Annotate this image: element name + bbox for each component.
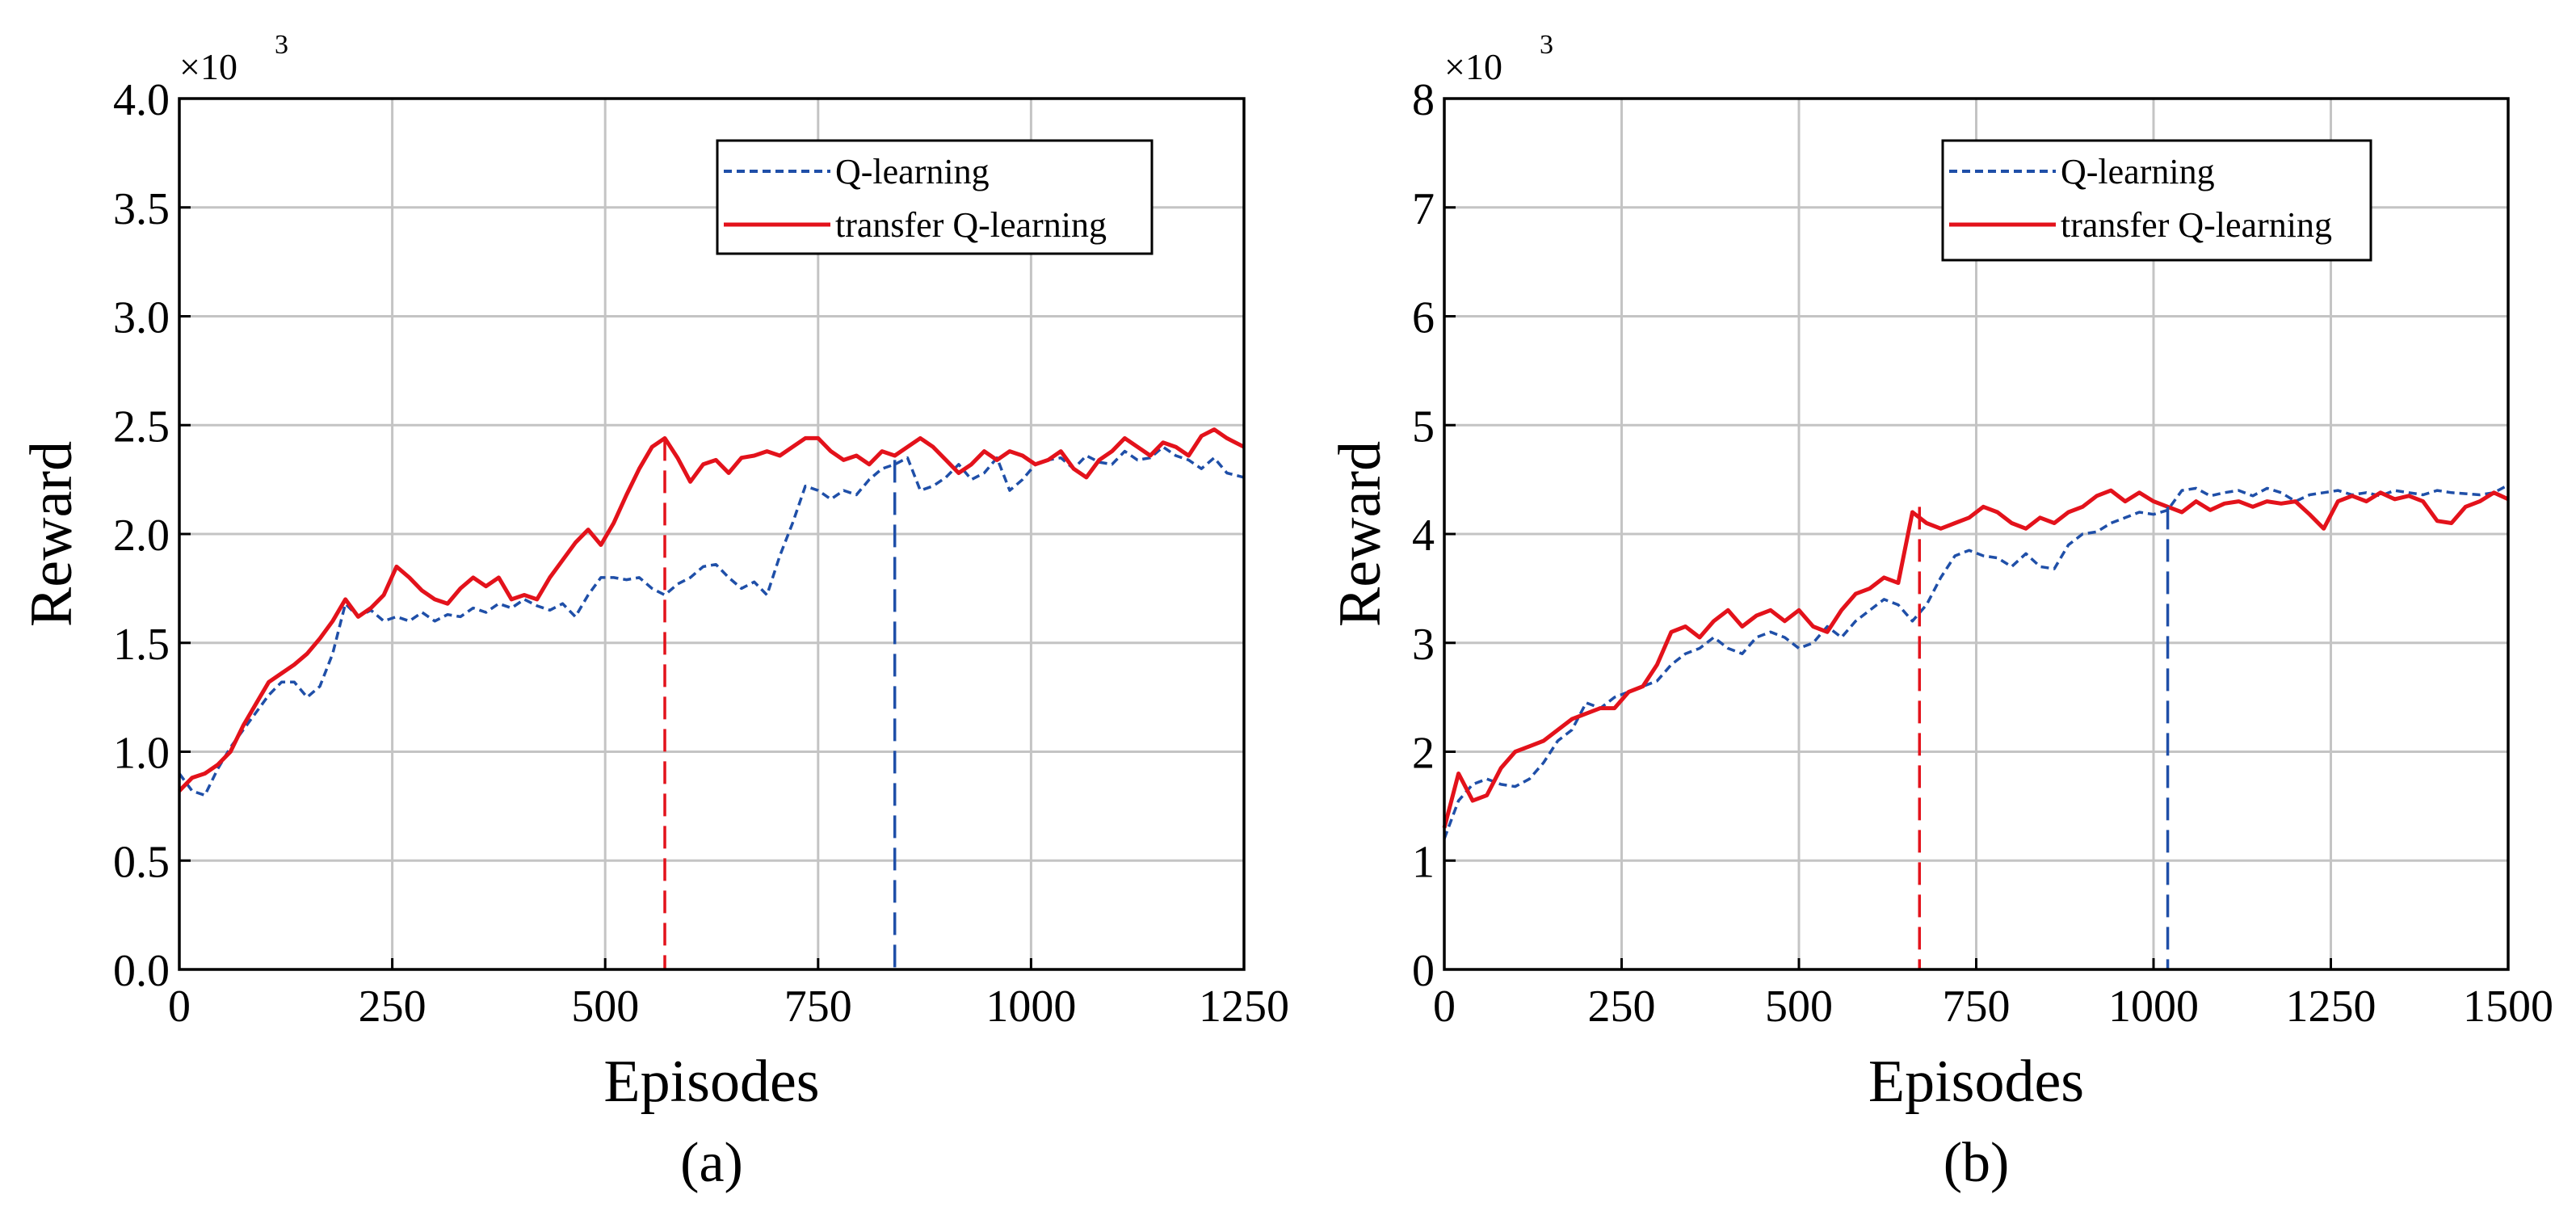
legend: Q-learning transfer Q-learning [716,139,1154,255]
y-tick-label: 1.0 [113,729,170,779]
y-tick-label: 2 [1412,729,1435,779]
y-tick-label: 0 [1412,946,1435,996]
x-tick-label: 1000 [2108,982,2199,1032]
y-tick-label: 0.5 [113,837,170,887]
x-tick-label: 0 [168,982,191,1032]
y-tick-label: 3.0 [113,293,170,343]
y-tick-label: 4.0 [113,75,170,125]
x-tick-label: 500 [571,982,639,1032]
x-tick-label: 1250 [1199,982,1289,1032]
legend-box [1941,139,2372,262]
y-multiplier: ×10 [1444,46,1502,87]
y-tick-label: 3.5 [113,184,170,234]
panel-label: (a) [680,1132,743,1194]
legend-label: Q-learning [2061,152,2215,191]
y-tick-label: 1 [1412,837,1435,887]
y-tick-label: 1.5 [113,620,170,670]
y-tick-label: 5 [1412,402,1435,452]
chart-panel-a: 0 250 500 750 1000 1250 0.0 0.5 1.0 1.5 2.0 2.5 3.0 3… [19,30,1289,1194]
legend-box [716,139,1154,255]
series-line-q-learning [178,445,1245,797]
x-tick-label: 1250 [2286,982,2376,1032]
chart-panel-b: 0 250 500 750 1000 1250 1500 0 1 2 3 4 5 6 7 8×10 3 Episo… [1327,30,2553,1194]
y-axis-label: Reward [19,441,85,627]
y-tick-label: 7 [1412,184,1435,234]
series-line-transfer-q-learning [1442,488,2510,829]
y-tick-label: 2.0 [113,511,170,561]
x-tick-label: 750 [1943,982,2011,1032]
legend-label: transfer Q-learning [2061,205,2332,245]
x-tick-label: 750 [784,982,852,1032]
y-tick-label: 8 [1412,75,1435,125]
x-axis-label: Episodes [1868,1049,2084,1115]
y-tick-label: 6 [1412,293,1435,343]
x-tick-label: 500 [1765,982,1833,1032]
legend-label: transfer Q-learning [835,205,1107,245]
panel-label: (b) [1944,1132,2010,1194]
x-tick-label: 250 [359,982,427,1032]
x-tick-label: 250 [1588,982,1656,1032]
x-tick-label: 0 [1433,982,1456,1032]
y-tick-label: 2.5 [113,402,170,452]
x-axis-label: Episodes [603,1049,819,1115]
y-tick-label: 4 [1412,511,1435,561]
series-line-transfer-q-learning [178,427,1246,793]
x-tick-label: 1500 [2463,982,2553,1032]
y-multiplier-exponent: 3 [275,30,288,60]
y-tick-label: 0.0 [113,946,170,996]
legend-label: Q-learning [835,152,990,191]
y-multiplier: ×10 [179,46,237,87]
y-multiplier-exponent: 3 [1540,30,1553,60]
y-tick-label: 3 [1412,620,1435,670]
x-tick-label: 1000 [985,982,1076,1032]
legend: Q-learning transfer Q-learning [1941,139,2372,262]
series-line-q-learning [1443,483,2509,839]
y-axis-label: Reward [1327,441,1393,627]
